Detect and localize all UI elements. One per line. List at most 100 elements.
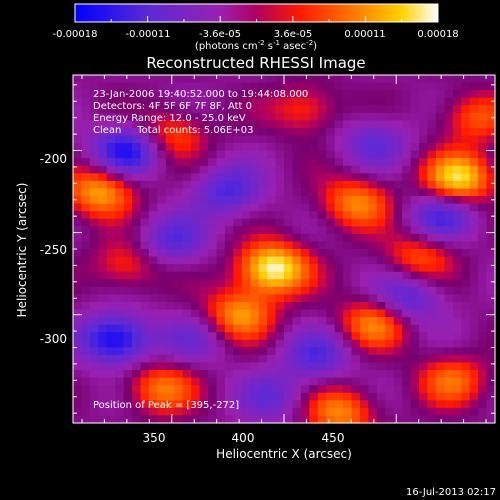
- heatmap-cell: [73, 120, 83, 129]
- heatmap-cell: [469, 158, 479, 167]
- heatmap-cell: [309, 203, 319, 212]
- heatmap-cell: [376, 135, 386, 144]
- heatmap-cell: [89, 211, 99, 220]
- heatmap-cell: [241, 370, 251, 379]
- heatmap-cell: [385, 264, 395, 273]
- heatmap-cell: [115, 317, 125, 326]
- heatmap-cell: [385, 211, 395, 220]
- heatmap-cell: [309, 415, 319, 424]
- heatmap-cell: [343, 203, 353, 212]
- heatmap-cell: [81, 400, 91, 409]
- heatmap-cell: [89, 339, 99, 348]
- heatmap-cell: [81, 135, 91, 144]
- heatmap-cell: [233, 127, 243, 137]
- heatmap-cell: [444, 105, 454, 114]
- heatmap-cell: [292, 286, 302, 295]
- heatmap-cell: [216, 400, 226, 409]
- heatmap-cell: [376, 324, 386, 333]
- heatmap-cell: [317, 97, 327, 106]
- heatmap-cell: [182, 362, 192, 371]
- heatmap-cell: [123, 385, 133, 394]
- heatmap-cell: [115, 165, 125, 174]
- heatmap-cell: [410, 158, 420, 167]
- heatmap-cell: [115, 196, 125, 205]
- heatmap-cell: [275, 385, 285, 394]
- heatmap-cell: [233, 233, 243, 243]
- heatmap-cell: [233, 385, 243, 394]
- heatmap-cell: [393, 158, 403, 167]
- heatmap-cell: [376, 75, 386, 84]
- heatmap-cell: [334, 385, 344, 394]
- heatmap-cell: [368, 127, 378, 137]
- heatmap-cell: [115, 271, 125, 280]
- heatmap-cell: [216, 249, 226, 258]
- heatmap-cell: [427, 165, 437, 174]
- heatmap-cell: [284, 347, 294, 356]
- heatmap-cell: [132, 392, 142, 401]
- heatmap-cell: [376, 241, 386, 250]
- heatmap-cell: [376, 105, 386, 114]
- heatmap-cell: [326, 105, 336, 114]
- heatmap-cell: [478, 407, 488, 417]
- heatmap-cell: [469, 180, 479, 190]
- heatmap-cell: [444, 286, 454, 295]
- heatmap-cell: [326, 286, 336, 295]
- heatmap-cell: [419, 392, 429, 401]
- heatmap-cell: [427, 317, 437, 326]
- heatmap-cell: [444, 256, 454, 265]
- heatmap-cell: [435, 385, 445, 394]
- heatmap-cell: [165, 165, 175, 174]
- heatmap-cell: [368, 286, 378, 295]
- heatmap-cell: [250, 150, 260, 159]
- heatmap-cell: [359, 415, 369, 424]
- heatmap-cell: [267, 309, 277, 318]
- heatmap-cell: [165, 127, 175, 137]
- heatmap-cell: [224, 211, 234, 220]
- heatmap-cell: [478, 233, 488, 243]
- heatmap-cell: [478, 370, 488, 379]
- heatmap-cell: [174, 203, 184, 212]
- heatmap-cell: [402, 317, 412, 326]
- heatmap-cell: [334, 218, 344, 227]
- heatmap-cell: [469, 370, 479, 379]
- heatmap-cell: [427, 241, 437, 250]
- heatmap-cell: [81, 415, 91, 424]
- heatmap-cell: [132, 301, 142, 311]
- heatmap-cell: [427, 233, 437, 243]
- heatmap-cell: [199, 385, 209, 394]
- heatmap-cell: [427, 203, 437, 212]
- heatmap-cell: [402, 120, 412, 129]
- heatmap-cell: [140, 127, 150, 137]
- heatmap-cell: [98, 105, 108, 114]
- heatmap-cell: [123, 317, 133, 326]
- heatmap-cell: [419, 75, 429, 84]
- heatmap-cell: [208, 105, 218, 114]
- heatmap-cell: [258, 150, 268, 159]
- heatmap-cell: [199, 97, 209, 106]
- heatmap-cell: [452, 271, 462, 280]
- heatmap-cell: [326, 294, 336, 303]
- heatmap-cell: [461, 90, 471, 99]
- heatmap-cell: [368, 332, 378, 341]
- heatmap-cell: [216, 264, 226, 273]
- heatmap-cell: [368, 173, 378, 182]
- heatmap-cell: [89, 370, 99, 379]
- heatmap-cell: [224, 233, 234, 243]
- heatmap-cell: [73, 362, 83, 371]
- heatmap-cell: [385, 392, 395, 401]
- heatmap-cell: [309, 407, 319, 417]
- heatmap-cell: [174, 354, 184, 364]
- heatmap-cell: [140, 233, 150, 243]
- heatmap-cell: [73, 211, 83, 220]
- heatmap-cell: [89, 127, 99, 137]
- heatmap-cell: [292, 347, 302, 356]
- heatmap-cell: [199, 332, 209, 341]
- heatmap-cell: [376, 415, 386, 424]
- heatmap-cell: [208, 127, 218, 137]
- heatmap-cell: [469, 354, 479, 364]
- heatmap-cell: [334, 264, 344, 273]
- heatmap-cell: [165, 332, 175, 341]
- heatmap-cell: [73, 301, 83, 311]
- heatmap-cell: [199, 120, 209, 129]
- heatmap-cell: [385, 158, 395, 167]
